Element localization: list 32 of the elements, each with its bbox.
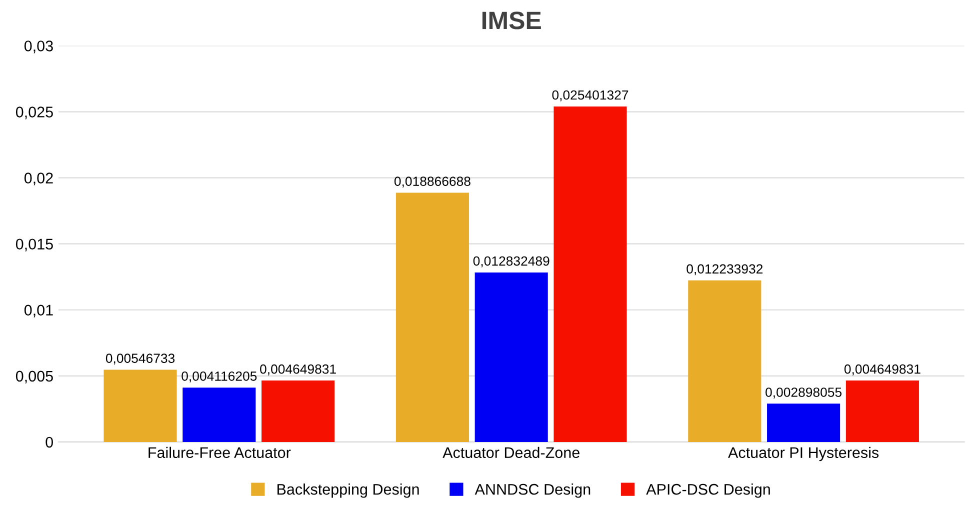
y-tick-label: 0,005 [16, 370, 53, 384]
data-label: 0,004649831 [844, 364, 920, 376]
bar [846, 380, 919, 442]
x-tick-label: Actuator PI Hysteresis [728, 446, 879, 462]
bar [688, 280, 762, 442]
data-label: 0,002898055 [766, 388, 842, 398]
bar [396, 192, 469, 442]
data-label: 0,025401327 [552, 90, 628, 102]
legend-label: Backstepping Design [278, 484, 419, 498]
bar [554, 106, 627, 442]
y-tick-label: 0,015 [16, 238, 53, 252]
legend-label: ANNDSC Design [474, 484, 590, 498]
bar [104, 370, 177, 442]
x-tick-label: Actuator Dead-Zone [442, 446, 580, 458]
bar [182, 388, 256, 442]
data-label: 0,012832489 [473, 256, 550, 268]
bar [474, 272, 548, 442]
data-label: 0,018866688 [394, 176, 470, 188]
bar [767, 404, 840, 442]
x-tick-label: Failure-Free Actuator [148, 446, 291, 458]
legend-label: APIC-DSC Design [646, 484, 770, 498]
y-tick-label: 0,02 [24, 172, 53, 186]
data-label: 0,012233932 [686, 264, 763, 276]
bar [262, 380, 335, 442]
chart-title: IMSE [482, 12, 541, 30]
data-label: 0,00546733 [106, 354, 175, 365]
y-tick-label: 0 [46, 436, 53, 448]
data-label: 0,004649831 [260, 364, 336, 376]
y-tick-label: 0,03 [24, 40, 53, 54]
data-label: 0,004116205 [182, 371, 257, 382]
y-tick-label: 0,025 [16, 106, 53, 120]
y-tick-label: 0,01 [24, 304, 53, 318]
